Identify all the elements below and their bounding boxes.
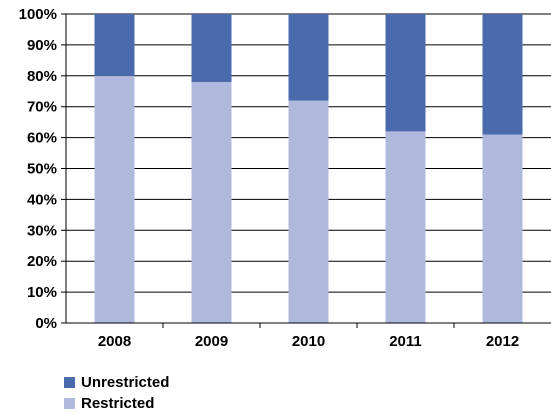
x-tick-label: 2008 <box>98 333 131 350</box>
x-tick-label: 2012 <box>486 333 519 350</box>
bar-restricted-2009 <box>191 81 232 323</box>
y-tick-label: 0% <box>35 315 57 332</box>
y-tick-label: 80% <box>27 68 57 85</box>
bar-unrestricted-2009 <box>191 14 232 82</box>
x-tick-label: 2011 <box>389 333 422 350</box>
x-tick-label: 2009 <box>195 333 228 350</box>
bar-restricted-2012 <box>482 134 523 323</box>
axes <box>61 13 551 328</box>
y-tick-label: 60% <box>27 130 57 147</box>
bar-restricted-2011 <box>385 131 426 323</box>
bar-unrestricted-2011 <box>385 14 426 132</box>
bar-restricted-2010 <box>288 100 329 324</box>
legend-label-restricted: Restricted <box>81 395 155 412</box>
y-tick-label: 100% <box>19 6 57 23</box>
legend-item-restricted: Restricted <box>64 393 169 414</box>
bar-restricted-2008 <box>94 75 135 323</box>
bar-unrestricted-2008 <box>94 14 135 76</box>
y-tick-label: 70% <box>27 99 57 116</box>
legend-swatch-restricted <box>64 398 75 409</box>
y-tick-label: 90% <box>27 37 57 54</box>
stacked-bar-chart: 0% 10% 20% 30% 40% 50% 60% 70% 80% 90% 100% 2008 200… <box>19 6 551 350</box>
bar-unrestricted-2010 <box>288 14 329 101</box>
x-tick-label: 2010 <box>292 333 325 350</box>
legend-swatch-unrestricted <box>64 377 75 388</box>
y-tick-label: 20% <box>27 253 57 270</box>
legend-label-unrestricted: Unrestricted <box>81 374 170 391</box>
y-tick-label: 10% <box>27 284 57 301</box>
tick-labels: 0% 10% 20% 30% 40% 50% 60% 70% 80% 90% 100% 2008 200… <box>19 6 520 350</box>
y-tick-label: 30% <box>27 222 57 239</box>
y-tick-label: 50% <box>27 161 57 178</box>
legend-item-unrestricted: Unrestricted <box>64 372 169 393</box>
legend: Unrestricted Restricted <box>64 372 169 414</box>
y-tick-label: 40% <box>27 191 57 208</box>
bar-unrestricted-2012 <box>482 14 523 135</box>
bars <box>94 14 523 324</box>
